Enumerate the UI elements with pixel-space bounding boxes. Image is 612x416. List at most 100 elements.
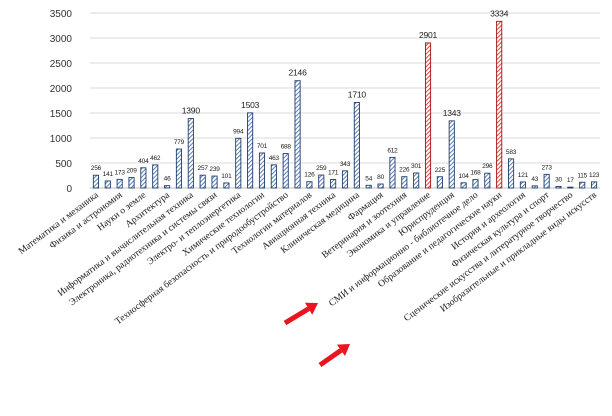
value-label: 239	[209, 166, 220, 173]
bar	[187, 118, 194, 189]
y-tick-label: 2500	[50, 59, 73, 70]
value-label: 462	[150, 155, 161, 162]
value-label: 80	[377, 174, 384, 181]
value-label: 121	[518, 172, 529, 179]
value-label: 171	[328, 169, 339, 176]
bar	[128, 177, 135, 189]
value-label: 688	[281, 144, 292, 151]
value-label: 259	[316, 165, 327, 172]
value-label: 994	[233, 128, 244, 135]
bar	[579, 181, 586, 189]
y-tick-label: 3500	[50, 9, 73, 20]
bar	[484, 172, 491, 189]
value-label: 168	[470, 170, 481, 177]
bar	[567, 186, 574, 189]
bar	[448, 120, 455, 189]
value-label: 404	[138, 158, 149, 165]
bar	[543, 173, 550, 189]
value-label: 226	[399, 167, 410, 174]
bar	[175, 148, 183, 189]
value-label: 17	[567, 177, 574, 184]
arrow-icon	[318, 344, 350, 368]
bar	[413, 172, 420, 189]
bar	[104, 180, 111, 189]
value-label: 583	[506, 149, 517, 156]
bar	[318, 174, 325, 189]
value-label: 343	[340, 161, 351, 168]
value-label: 126	[304, 172, 315, 179]
bars	[92, 20, 598, 189]
value-label: 296	[482, 163, 493, 170]
bar	[377, 183, 384, 189]
bar	[152, 164, 159, 189]
y-tick-label: 2000	[50, 84, 73, 95]
y-tick-label: 1500	[50, 109, 73, 120]
bar	[531, 185, 538, 189]
value-label: 46	[164, 176, 171, 183]
value-label: 123	[589, 172, 600, 179]
value-label: 101	[221, 173, 232, 180]
value-label: 256	[91, 165, 102, 172]
value-label: 612	[387, 147, 398, 154]
y-axis: 0 500 1000 1500 2000 2500 3000 3500	[50, 9, 73, 195]
bar	[365, 184, 372, 189]
bar	[436, 176, 443, 189]
value-label: 141	[103, 171, 114, 178]
y-tick-label: 3000	[50, 34, 73, 45]
bar	[472, 179, 479, 189]
value-label: 1503	[241, 100, 260, 110]
bar	[199, 174, 206, 189]
bar	[507, 158, 515, 189]
value-label: 43	[531, 176, 538, 183]
gridlines	[90, 12, 600, 189]
bar	[330, 178, 337, 189]
bar	[211, 175, 218, 189]
bar	[555, 186, 562, 189]
value-label: 463	[269, 155, 280, 162]
y-tick-label: 500	[55, 159, 72, 170]
value-label: 30	[555, 177, 562, 184]
bar	[258, 152, 266, 189]
bar-highlighted	[496, 20, 503, 189]
bar	[306, 181, 313, 189]
bar-highlighted	[424, 42, 432, 189]
bar	[92, 174, 99, 189]
value-label: 1710	[348, 90, 367, 100]
value-label: 2901	[419, 30, 438, 40]
bar	[353, 102, 360, 189]
value-label: 257	[198, 165, 209, 172]
value-label: 173	[115, 169, 126, 176]
bar	[341, 170, 349, 189]
bar	[389, 156, 396, 189]
bar	[247, 112, 254, 189]
bar	[401, 176, 408, 189]
bar	[591, 181, 598, 189]
bar	[282, 153, 289, 189]
annotation-arrows	[283, 302, 350, 368]
value-label: 779	[174, 139, 185, 146]
bar	[294, 80, 301, 189]
value-label: 701	[257, 143, 268, 150]
value-label: 104	[458, 173, 469, 180]
y-tick-label: 1000	[50, 134, 73, 145]
value-label: 54	[365, 175, 372, 182]
value-label: 3334	[490, 8, 509, 18]
value-label: 209	[126, 168, 137, 175]
value-label: 225	[435, 167, 446, 174]
y-tick-label: 0	[66, 184, 72, 195]
bar	[164, 185, 171, 189]
arrow-icon	[283, 302, 318, 326]
bar	[460, 182, 467, 189]
bar	[140, 167, 147, 189]
value-label: 1390	[182, 106, 201, 116]
bar	[270, 164, 277, 189]
value-label: 1343	[443, 108, 462, 118]
value-label: 301	[411, 163, 422, 170]
value-label: 2146	[289, 68, 308, 78]
value-label: 115	[577, 172, 587, 179]
bar	[223, 182, 230, 189]
bar	[519, 181, 526, 189]
